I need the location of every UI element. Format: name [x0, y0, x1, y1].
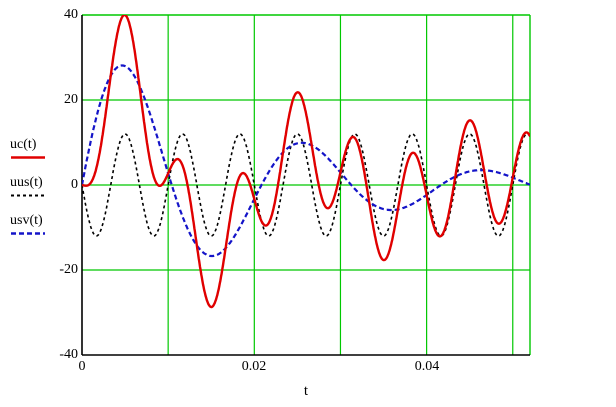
y-tick-label: 40 — [64, 7, 78, 22]
legend-entry-uc: uc(t) — [10, 136, 46, 161]
x-tick-label: 0.02 — [241, 359, 267, 374]
legend: uc(t) uus(t) usv(t) — [10, 136, 46, 250]
y-tick-label: 0 — [71, 177, 78, 192]
legend-line-sample — [11, 232, 45, 235]
legend-entry-uus: uus(t) — [10, 174, 46, 199]
legend-label: usv(t) — [10, 213, 43, 228]
y-tick-label: -20 — [59, 262, 78, 277]
legend-entry-usv: usv(t) — [10, 212, 46, 237]
curve-uc(t) — [82, 15, 530, 309]
y-tick-label: -40 — [59, 347, 78, 362]
y-tick-label: 20 — [64, 92, 78, 107]
x-axis-title: t — [303, 383, 309, 399]
legend-line-sample — [11, 156, 45, 159]
legend-label: uc(t) — [10, 137, 37, 152]
curve-usv(t) — [82, 64, 530, 258]
x-tick-label: 0 — [78, 359, 86, 374]
x-tick-label: 0.04 — [414, 359, 440, 374]
legend-line-sample — [11, 194, 45, 197]
legend-label: uus(t) — [10, 175, 43, 190]
curves-group — [82, 15, 530, 309]
